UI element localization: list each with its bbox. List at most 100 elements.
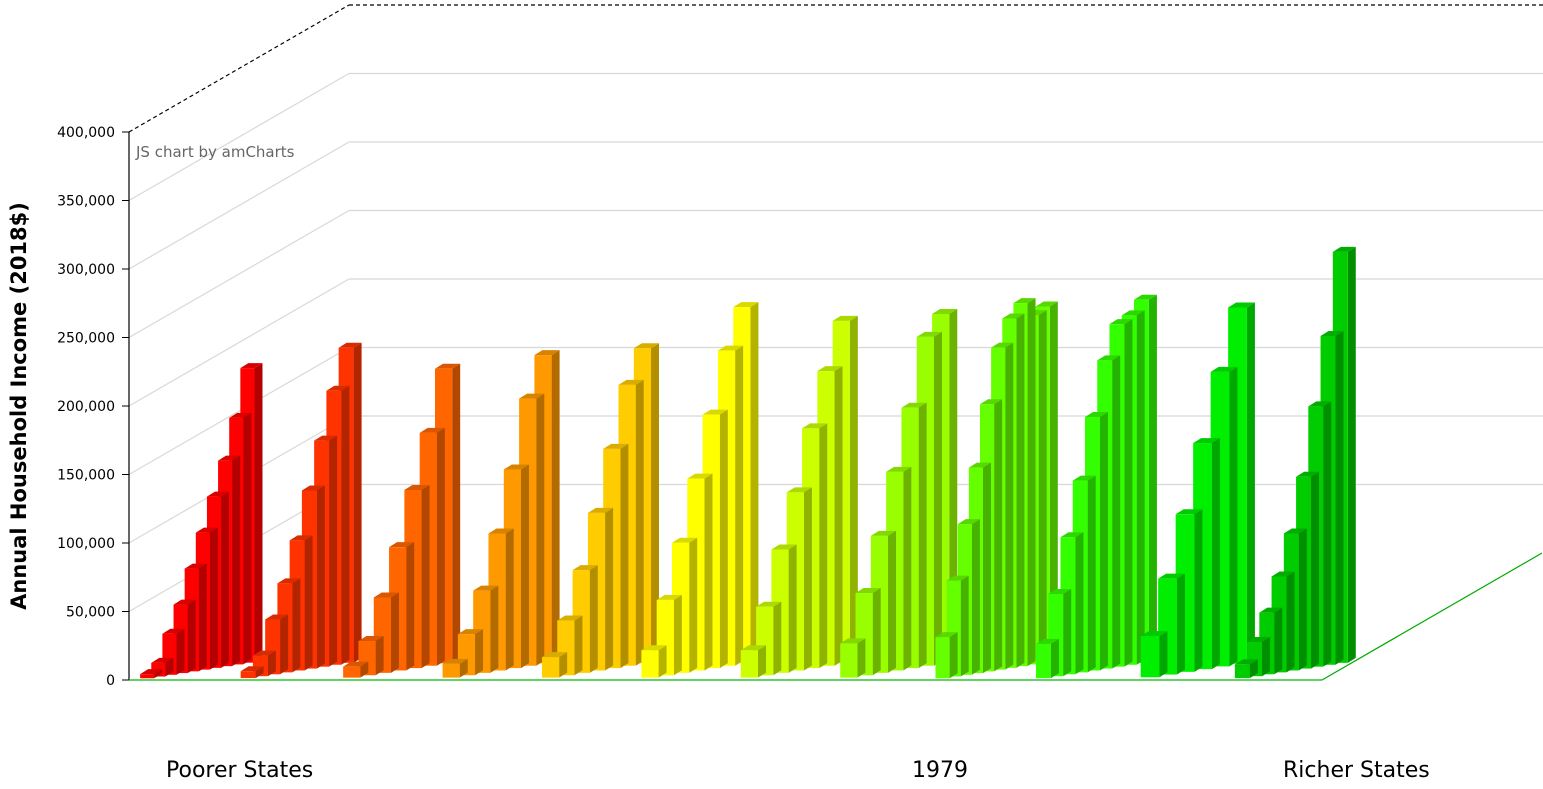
bar-side xyxy=(788,544,797,673)
bar-top xyxy=(534,350,560,356)
bar-top xyxy=(1175,509,1203,515)
bar xyxy=(541,657,560,678)
bar-side xyxy=(1136,310,1145,665)
bar-side xyxy=(803,487,812,671)
bar-side xyxy=(574,615,583,676)
bar-side xyxy=(490,585,499,673)
bar-top xyxy=(162,628,185,634)
y-tick-label: 400,000 xyxy=(57,125,115,141)
bar-top xyxy=(1072,475,1096,481)
grid-diagonal xyxy=(128,346,350,476)
bar-top xyxy=(1247,636,1271,642)
bar xyxy=(740,650,758,678)
bar xyxy=(140,674,155,679)
bar-side xyxy=(1311,471,1320,669)
bar-side xyxy=(1124,319,1133,667)
bar-side xyxy=(1229,366,1238,667)
bar-side xyxy=(949,632,958,679)
bar-side xyxy=(960,575,969,677)
bar-side xyxy=(1099,412,1108,671)
bar-side xyxy=(329,435,338,667)
bar-side xyxy=(834,366,843,666)
bar-top xyxy=(488,528,514,534)
bar-top xyxy=(1271,571,1295,577)
bar-top xyxy=(957,519,980,525)
bar-side xyxy=(1246,302,1255,664)
bar-side xyxy=(551,350,560,664)
bar-side xyxy=(994,399,1003,672)
bar-side xyxy=(1049,301,1058,663)
bar-side xyxy=(243,412,252,665)
bar-top xyxy=(343,661,369,667)
bar-top xyxy=(184,563,207,569)
bar-top xyxy=(338,342,362,348)
bar-side xyxy=(918,402,927,669)
bar-side xyxy=(983,462,992,674)
bar-top xyxy=(557,615,583,621)
bar-side xyxy=(819,423,828,669)
bar-top xyxy=(503,464,529,470)
bar-side xyxy=(658,645,667,678)
bar-side xyxy=(341,385,350,665)
bar-top xyxy=(389,542,415,548)
x-center-label: 1979 xyxy=(912,758,968,783)
bar-side xyxy=(635,379,644,666)
bar-top xyxy=(1283,528,1307,534)
bar-side xyxy=(1112,355,1121,669)
bar-side xyxy=(1286,571,1295,673)
bar xyxy=(1035,643,1051,679)
bar-top xyxy=(832,315,858,321)
bar-top xyxy=(771,544,797,550)
bar-top xyxy=(932,308,958,314)
bar-top xyxy=(1210,366,1238,372)
bar-top xyxy=(702,409,728,415)
bar-top xyxy=(968,462,992,468)
bar-top xyxy=(717,345,744,351)
bar-top xyxy=(1259,607,1283,613)
bar-top xyxy=(541,652,568,658)
bar-side xyxy=(1211,438,1220,670)
bar-side xyxy=(949,308,958,664)
y-tick-label: 200,000 xyxy=(57,399,115,415)
bar-top xyxy=(980,399,1003,405)
bar-side xyxy=(267,650,276,677)
bar-top xyxy=(434,363,461,369)
bar-top xyxy=(240,666,264,672)
bar-side xyxy=(1249,659,1258,679)
bar-top xyxy=(326,385,350,391)
bar-top xyxy=(603,443,629,449)
bar-side xyxy=(750,302,759,664)
bar-side xyxy=(452,363,461,664)
bar-top xyxy=(1084,412,1108,418)
bar-top xyxy=(301,485,325,491)
bar-top xyxy=(1332,246,1356,252)
bar-top xyxy=(1109,319,1133,325)
bar-side xyxy=(1176,573,1185,675)
bar xyxy=(1140,636,1160,678)
bar-side xyxy=(154,669,163,679)
amcharts-credit[interactable]: JS chart by amCharts xyxy=(135,143,295,161)
bar-side xyxy=(620,443,629,669)
bar-top xyxy=(457,629,484,635)
bar xyxy=(840,643,858,678)
bar-side xyxy=(304,535,313,671)
grid-top-diagonal xyxy=(128,4,350,133)
bar-top xyxy=(473,585,499,591)
bar-side xyxy=(1075,532,1084,675)
y-tick-label: 300,000 xyxy=(57,262,115,278)
bar-side xyxy=(421,484,430,669)
bar-top xyxy=(404,484,430,490)
bar-side xyxy=(176,628,185,675)
bar-top xyxy=(840,638,866,644)
y-tick-label: 50,000 xyxy=(66,605,115,621)
bar-side xyxy=(1005,342,1014,670)
bar-top xyxy=(587,507,614,513)
bar-side xyxy=(1063,588,1072,677)
bar-side xyxy=(689,537,698,673)
bar-side xyxy=(1050,638,1059,679)
bar-side xyxy=(406,542,415,671)
bar-side xyxy=(1323,401,1332,667)
grid-diagonal xyxy=(128,209,350,339)
bar-side xyxy=(1298,528,1307,671)
bar-top xyxy=(901,402,927,408)
